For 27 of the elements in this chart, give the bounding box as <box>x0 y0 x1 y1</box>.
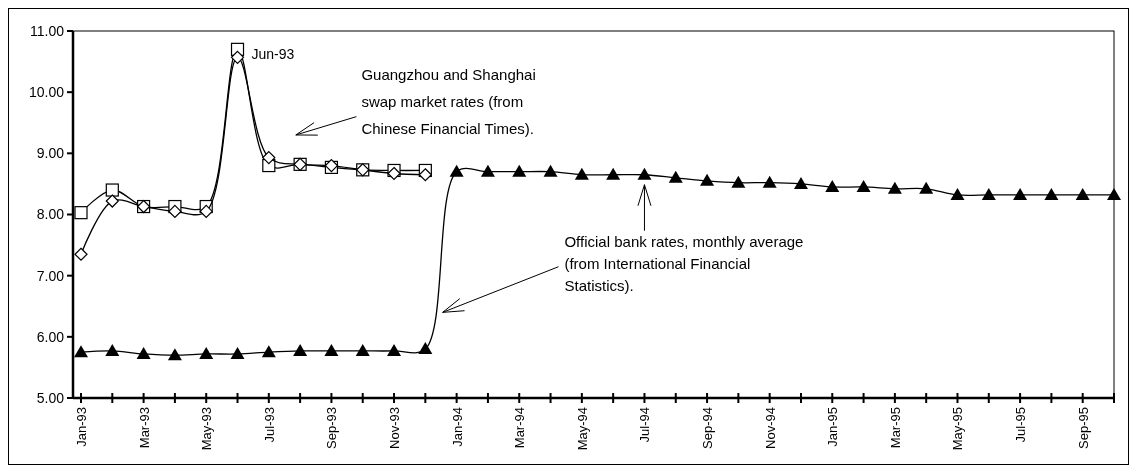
x-tick-label: Nov-94 <box>762 407 778 449</box>
x-tick-label: Mar-95 <box>887 407 903 449</box>
y-tick-label: 6.00 <box>36 328 65 345</box>
annotation: Guangzhou and Shanghai swap market rates (from Chinese Financial Times). <box>361 65 536 137</box>
x-tick-label: Mar-94 <box>512 407 528 449</box>
y-tick-label: 8.00 <box>36 206 65 223</box>
x-tick-label: May-93 <box>199 407 215 451</box>
y-tick-label: 11.00 <box>30 22 65 39</box>
annotation: Jun-93 <box>251 45 295 62</box>
x-tick-label: Jan-95 <box>825 407 841 447</box>
x-tick-label: May-94 <box>574 407 590 451</box>
y-tick-label: 7.00 <box>36 267 65 284</box>
y-tick-label: 9.00 <box>36 145 65 162</box>
x-tick-label: May-95 <box>950 407 966 451</box>
annotation: Official bank rates, monthly average (from International Financial Statistics). <box>564 232 804 294</box>
x-tick-label: Sep-93 <box>324 407 340 449</box>
x-tick-label: Jul-95 <box>1013 407 1029 443</box>
y-tick-label: 5.00 <box>36 389 65 406</box>
x-tick-label: Jan-94 <box>449 407 465 447</box>
x-tick-label: Jul-93 <box>261 407 277 443</box>
x-tick-label: Mar-93 <box>136 407 152 449</box>
x-tick-label: Jul-94 <box>637 407 653 443</box>
y-tick-label: 10.00 <box>28 84 65 101</box>
x-tick-label: Jan-93 <box>74 407 89 447</box>
x-tick-label: Sep-95 <box>1075 407 1091 449</box>
x-tick-label: Nov-93 <box>387 407 403 449</box>
x-tick-label: Sep-94 <box>700 407 716 449</box>
